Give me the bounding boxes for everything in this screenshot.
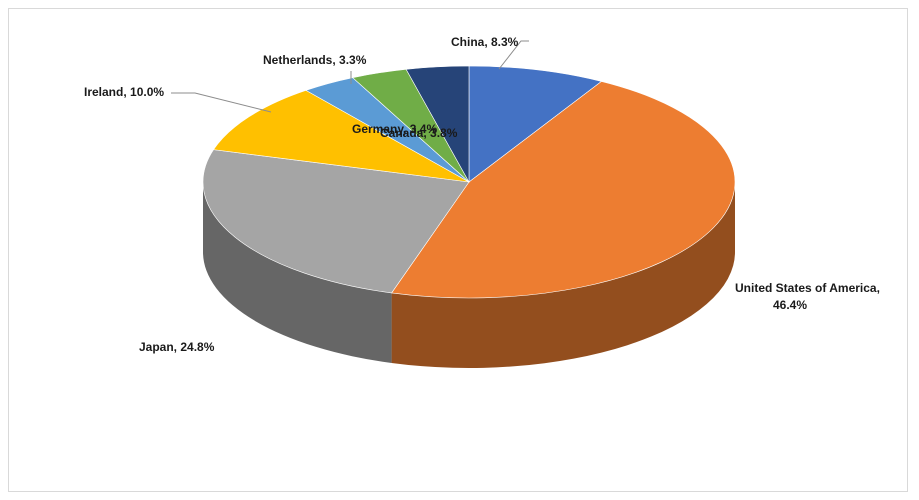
label-usa-percent: 46.4%: [773, 298, 807, 312]
pie-top-layer: [202, 65, 736, 299]
pie-slice-china: [468, 65, 603, 183]
chart-area: China, 8.3% United States of America, 46…: [8, 8, 908, 492]
pie-slice-japan: [202, 149, 470, 294]
label-canada: Canada, 3.8%: [380, 126, 458, 140]
pie-slice-canada: [405, 65, 470, 184]
leader-line-china: [498, 40, 529, 70]
label-germany: Germany, 3.4%: [352, 122, 437, 136]
pie-chart: China, 8.3% United States of America, 46…: [84, 35, 880, 368]
pie-side-japan: [203, 182, 392, 363]
label-netherlands: Netherlands, 3.3%: [263, 53, 367, 67]
label-china: China, 8.3%: [451, 35, 519, 49]
pie-side-united-states-of-america: [391, 182, 735, 368]
pie-slice-ireland: [213, 90, 470, 183]
label-ireland: Ireland, 10.0%: [84, 85, 164, 99]
label-japan: Japan, 24.8%: [139, 340, 215, 354]
leader-line-ireland: [171, 92, 272, 113]
pie-slice-united-states-of-america: [391, 81, 736, 299]
pie-label-layer: China, 8.3% United States of America, 46…: [84, 35, 880, 354]
label-usa: United States of America,: [735, 281, 880, 295]
pie-side-layer: [203, 182, 735, 368]
